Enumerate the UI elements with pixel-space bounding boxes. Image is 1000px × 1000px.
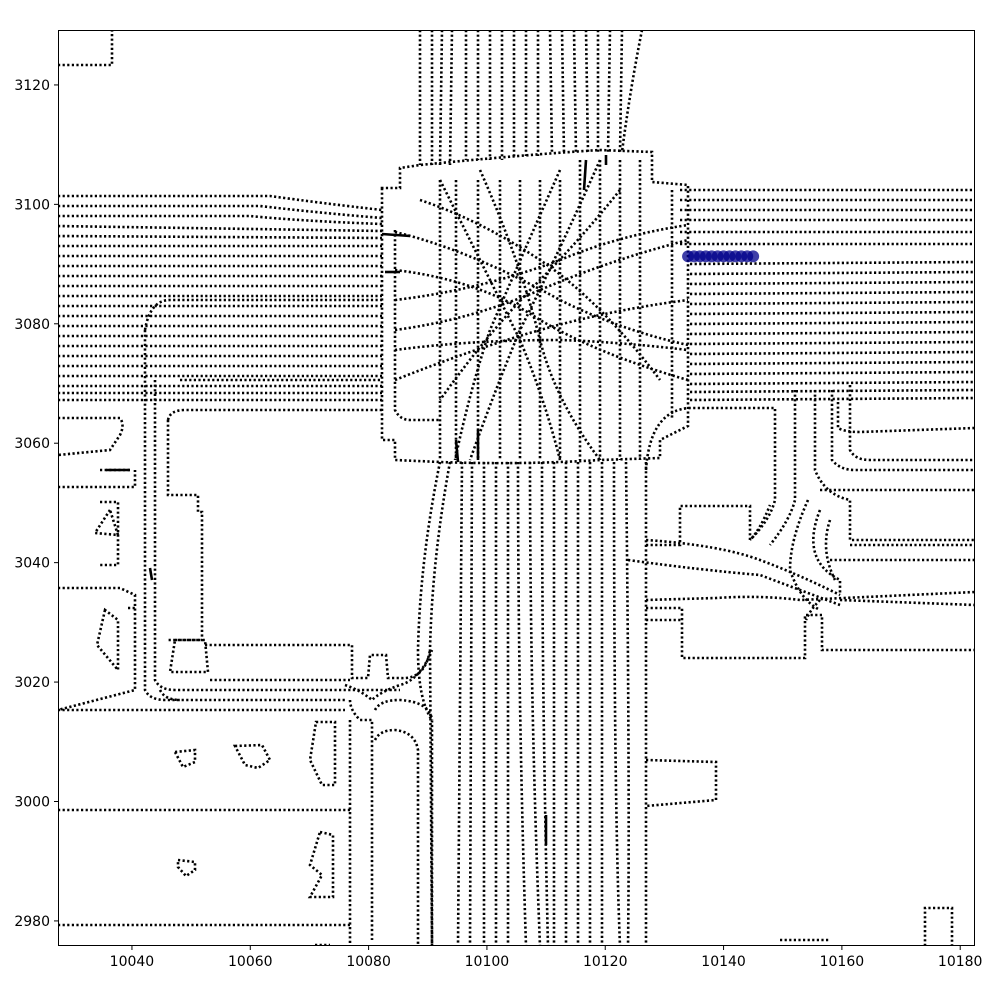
y-axis: 2980 3000 3020 3040 3060 3080 3100 3120: [14, 78, 58, 930]
x-tick-label: 10100: [465, 954, 510, 970]
y-tick-label: 3100: [14, 197, 50, 213]
x-tick-label: 10140: [701, 954, 746, 970]
x-axis: 10040 10060 10080 10100 10120 10140 10160 10180: [110, 946, 983, 970]
y-tick-label: 3020: [14, 675, 50, 691]
y-tick-label: 3040: [14, 556, 50, 572]
x-tick-label: 10120: [583, 954, 628, 970]
trajectory-points: [682, 250, 760, 263]
lane-map: [58, 30, 975, 946]
x-tick-label: 10160: [820, 954, 865, 970]
axes-frame: [58, 30, 975, 946]
y-tick-label: 2980: [14, 914, 50, 930]
y-tick-label: 3000: [14, 794, 50, 810]
x-tick-label: 10040: [110, 954, 155, 970]
y-tick-label: 3080: [14, 317, 50, 333]
y-tick-label: 3120: [14, 78, 50, 94]
x-tick-label: 10180: [938, 954, 983, 970]
trajectory-point: [747, 250, 760, 263]
x-tick-label: 10060: [228, 954, 273, 970]
x-tick-label: 10080: [346, 954, 391, 970]
y-tick-label: 3060: [14, 436, 50, 452]
